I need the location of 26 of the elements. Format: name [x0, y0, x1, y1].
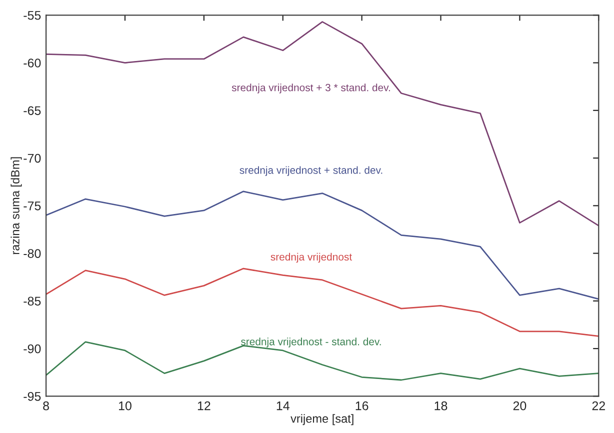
y-tick-label: -55: [24, 11, 41, 20]
x-tick-label: 14: [276, 402, 290, 410]
series-label: srednja vrijednost: [270, 252, 352, 263]
y-tick-label: -85: [24, 296, 41, 306]
y-tick-label: -90: [24, 344, 41, 354]
x-tick-label: 8: [43, 401, 49, 410]
x-axis-title: vrijeme [sat]: [290, 414, 354, 426]
x-tick-label: 20: [513, 401, 526, 410]
x-tick-label: 18: [434, 401, 448, 410]
y-tick-label: -95: [24, 392, 41, 401]
series-label: srednja vrijednost - stand. dev.: [240, 338, 381, 348]
x-tick-label: 22: [592, 401, 605, 410]
y-axis-title: razina suma [dBm]: [10, 157, 22, 254]
x-tick-label: 16: [356, 401, 368, 410]
y-tick-label: -80: [24, 249, 41, 258]
y-tick-label: -70: [24, 154, 41, 163]
y-tick-label: -60: [24, 58, 41, 68]
x-tick-label: 10: [118, 401, 132, 410]
y-tick-label: -75: [24, 202, 41, 210]
series-label: srednja vrijednost + stand. dev.: [240, 166, 382, 176]
series-label: srednja vrijednost + 3 * stand. dev.: [232, 84, 390, 94]
line-series: [46, 268, 599, 337]
x-tick-label: 12: [198, 401, 210, 410]
line-series: [46, 190, 599, 300]
y-tick-label: -65: [24, 106, 41, 116]
line-series: [46, 21, 599, 226]
